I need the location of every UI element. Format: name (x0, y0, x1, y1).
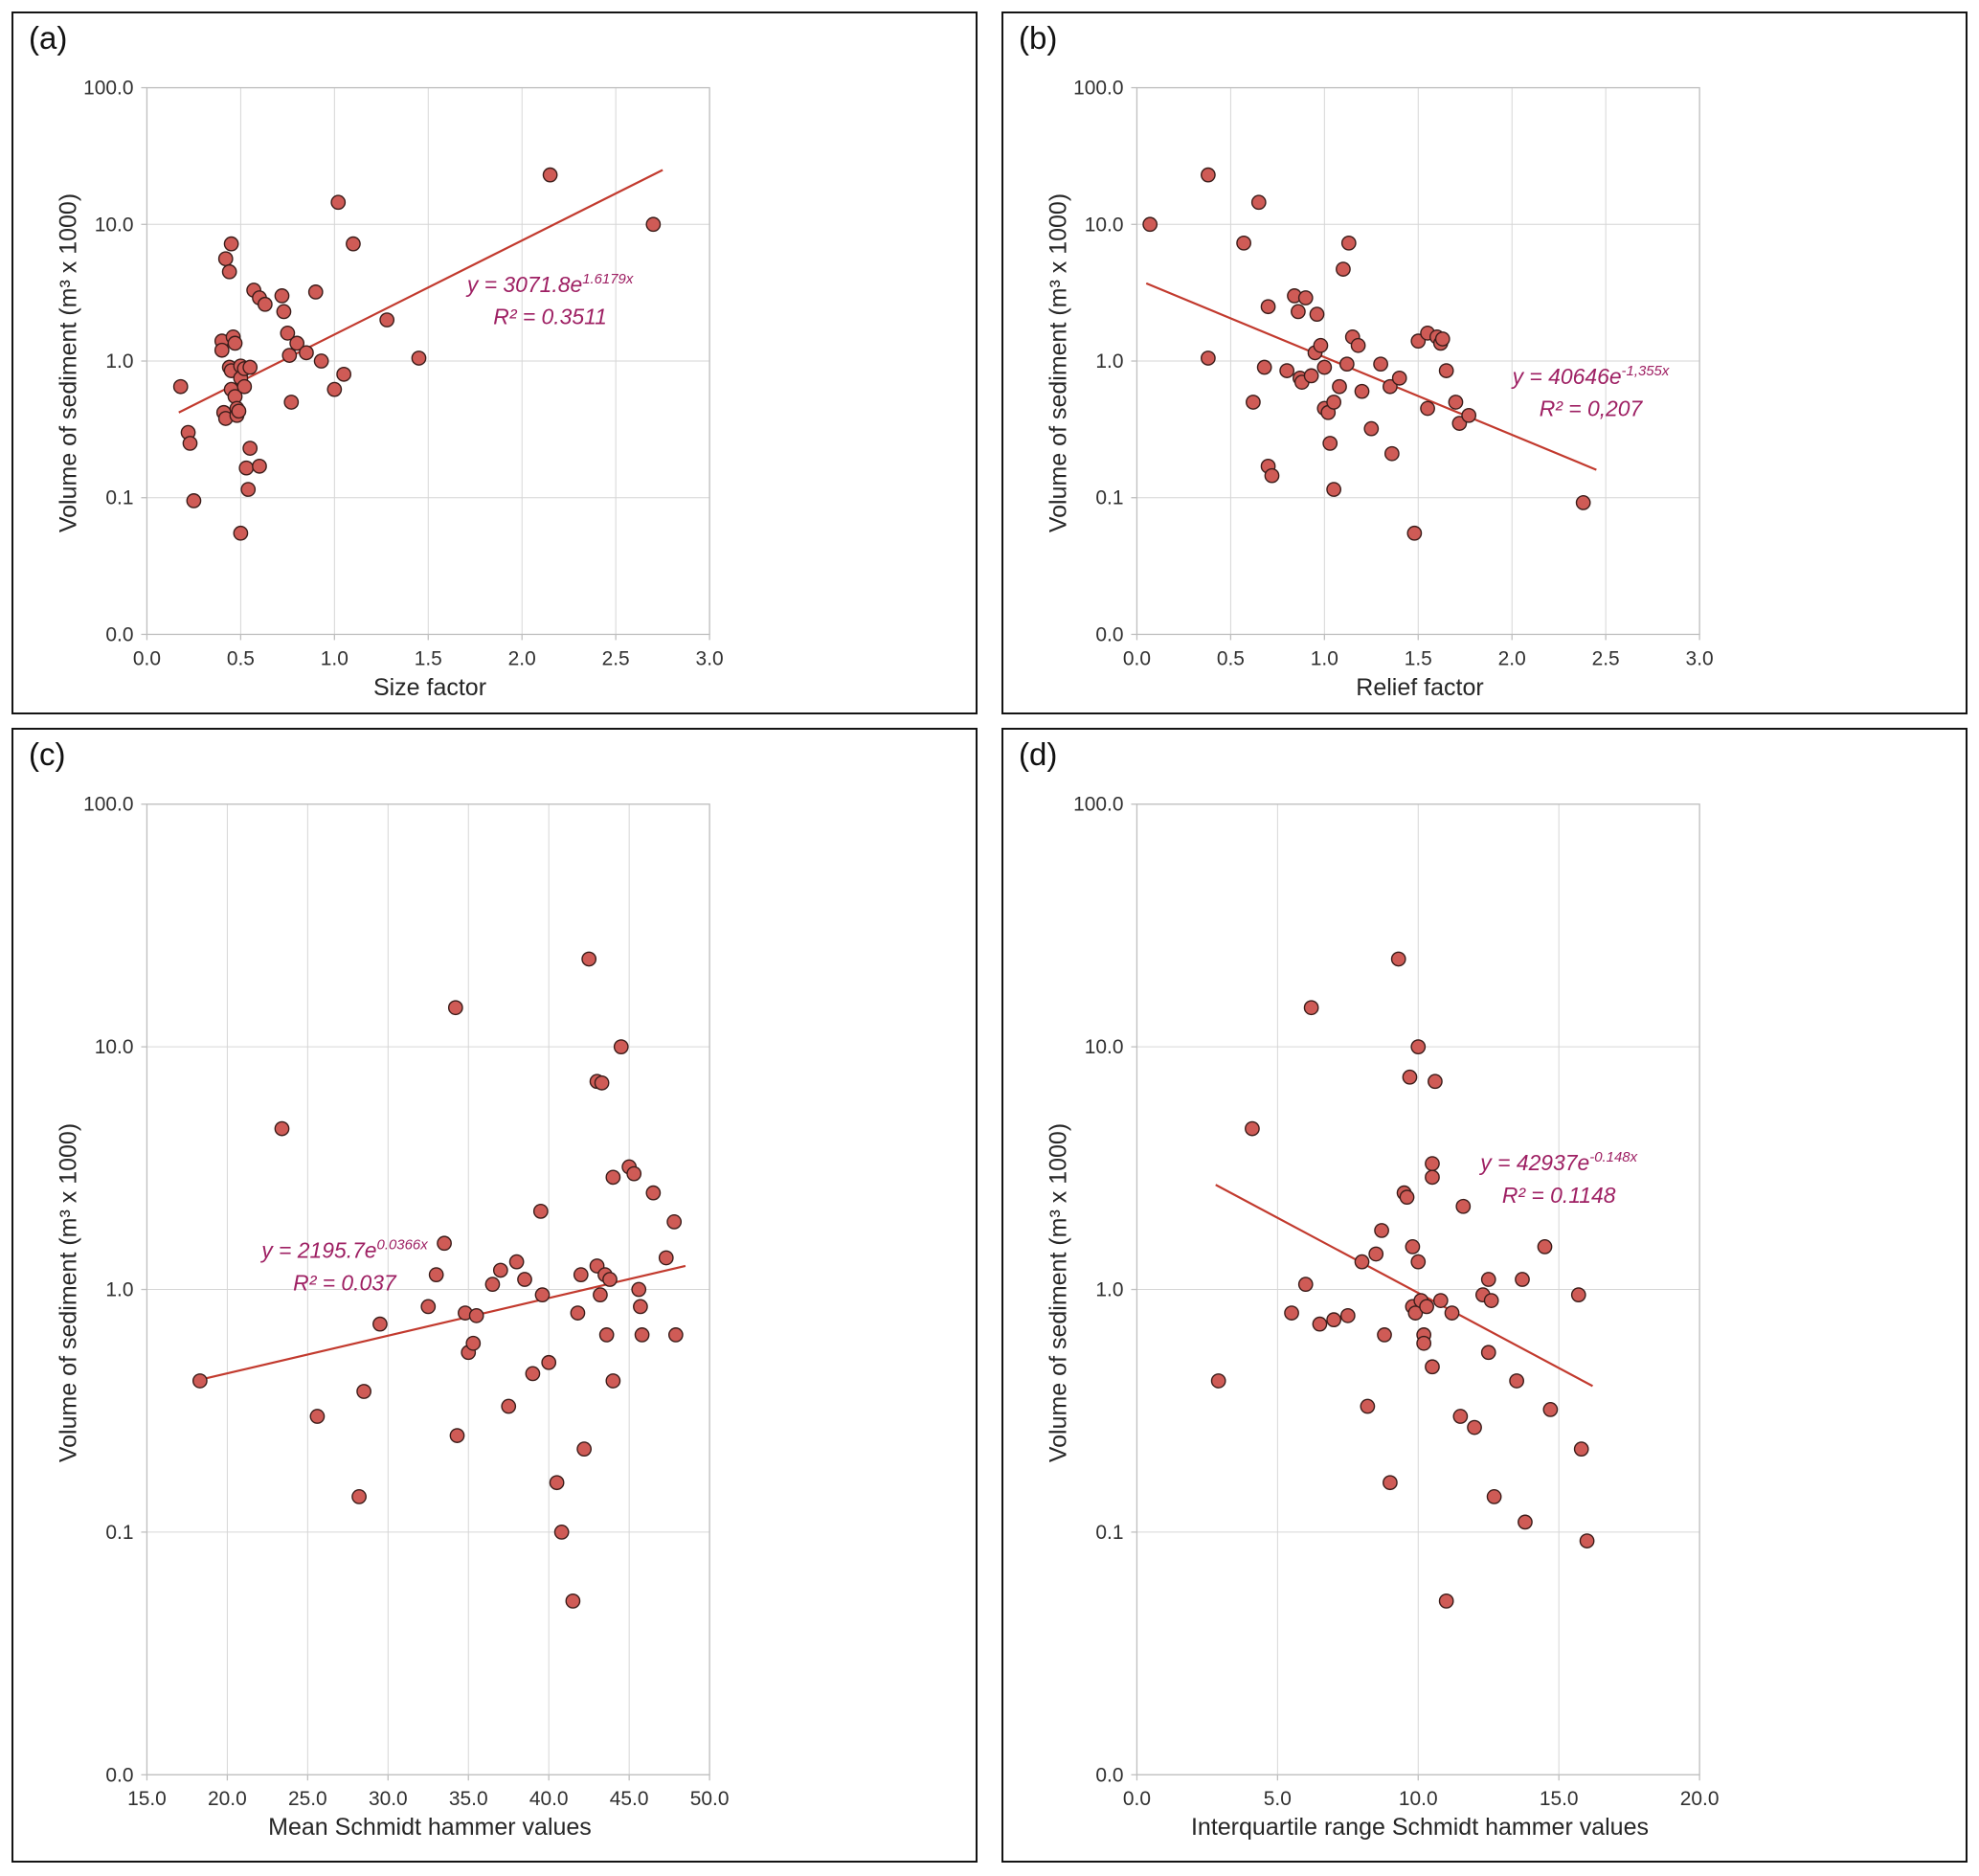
svg-text:100.0: 100.0 (83, 78, 133, 100)
panel-d-scatter-chart: 0.0 5.0 10.0 15.0 20.0 0.0 0.1 1.0 10.0 100.0 y = … (1073, 794, 1720, 1810)
svg-text:0.1: 0.1 (105, 487, 133, 509)
svg-text:2.5: 2.5 (602, 647, 630, 669)
svg-text:0.0: 0.0 (133, 647, 161, 669)
svg-text:10.0: 10.0 (1085, 214, 1124, 236)
svg-text:0.0: 0.0 (1123, 1788, 1151, 1810)
svg-text:2.0: 2.0 (1498, 647, 1526, 669)
svg-text:3.0: 3.0 (1686, 647, 1714, 669)
panel-b-scatter-chart: 0.0 0.5 1.0 1.5 2.0 2.5 3.0 0.0 0.1 1.0 10.0 100.0 y… (1073, 78, 1714, 670)
svg-text:1.0: 1.0 (1095, 1278, 1123, 1300)
svg-text:y = 3071.8e1.6179x: y = 3071.8e1.6179x (465, 271, 634, 297)
svg-text:1.5: 1.5 (415, 647, 442, 669)
svg-text:45.0: 45.0 (610, 1788, 649, 1810)
svg-text:R² = 0.3511: R² = 0.3511 (493, 305, 607, 329)
panel-c-scatter-chart: 15.0 20.0 25.0 30.0 35.0 40.0 45.0 50.0 0.0 0.1 1.… (83, 794, 730, 1810)
svg-text:y = 42937e-0.148x: y = 42937e-0.148x (1478, 1149, 1637, 1175)
svg-text:100.0: 100.0 (83, 794, 133, 816)
svg-text:10.0: 10.0 (1399, 1788, 1438, 1810)
svg-text:1.0: 1.0 (1311, 647, 1338, 669)
svg-text:0.0: 0.0 (105, 623, 133, 645)
panel-c: (c) Volume of sediment (m³ x 1000) Mean … (11, 728, 978, 1863)
svg-text:3.0: 3.0 (696, 647, 724, 669)
svg-text:15.0: 15.0 (1540, 1788, 1579, 1810)
svg-text:1.5: 1.5 (1405, 647, 1432, 669)
panel-b-letter: (b) (1019, 20, 1058, 56)
svg-text:R² = 0,207: R² = 0,207 (1540, 396, 1644, 421)
svg-text:R² = 0.037: R² = 0.037 (293, 1270, 397, 1295)
svg-text:0.1: 0.1 (1095, 487, 1123, 509)
svg-text:0.1: 0.1 (1095, 1522, 1123, 1544)
svg-text:R² = 0.1148: R² = 0.1148 (1502, 1183, 1616, 1208)
svg-text:20.0: 20.0 (1680, 1788, 1720, 1810)
svg-text:0.5: 0.5 (227, 647, 255, 669)
panel-b-x-axis-title: Relief factor (1356, 674, 1484, 701)
svg-text:y = 2195.7e0.0366x: y = 2195.7e0.0366x (259, 1237, 428, 1263)
svg-text:0.5: 0.5 (1217, 647, 1245, 669)
svg-text:35.0: 35.0 (449, 1788, 488, 1810)
svg-text:15.0: 15.0 (127, 1788, 167, 1810)
svg-text:100.0: 100.0 (1073, 794, 1123, 816)
panel-c-x-axis-title: Mean Schmidt hammer values (268, 1814, 592, 1841)
svg-text:2.5: 2.5 (1592, 647, 1620, 669)
panel-d-letter: (d) (1019, 736, 1058, 772)
panel-a-letter: (a) (29, 20, 68, 56)
svg-text:y = 40646e-1,355x: y = 40646e-1,355x (1511, 363, 1670, 389)
panel-d: (d) Volume of sediment (m³ x 1000) Inter… (1001, 728, 1968, 1863)
svg-text:0.0: 0.0 (1123, 647, 1151, 669)
svg-text:25.0: 25.0 (288, 1788, 327, 1810)
panel-a: (a) Volume of sediment (m³ x 1000) Size … (11, 11, 978, 714)
svg-text:0.0: 0.0 (1095, 1764, 1123, 1786)
svg-text:30.0: 30.0 (369, 1788, 408, 1810)
svg-text:10.0: 10.0 (95, 1036, 134, 1058)
svg-text:20.0: 20.0 (208, 1788, 247, 1810)
panel-b: (b) Volume of sediment (m³ x 1000) Relie… (1001, 11, 1968, 714)
svg-text:50.0: 50.0 (690, 1788, 730, 1810)
svg-text:1.0: 1.0 (1095, 350, 1123, 373)
svg-text:10.0: 10.0 (95, 214, 134, 236)
svg-text:0.0: 0.0 (1095, 623, 1123, 645)
svg-text:1.0: 1.0 (105, 1278, 133, 1300)
svg-text:0.0: 0.0 (105, 1764, 133, 1786)
panel-d-x-axis-title: Interquartile range Schmidt hammer value… (1190, 1814, 1649, 1841)
panel-a-x-axis-title: Size factor (372, 674, 487, 701)
panel-c-letter: (c) (29, 736, 66, 772)
svg-text:5.0: 5.0 (1264, 1788, 1292, 1810)
svg-text:1.0: 1.0 (321, 647, 349, 669)
svg-text:10.0: 10.0 (1085, 1036, 1124, 1058)
panel-a-scatter-chart: 0.0 0.5 1.0 1.5 2.0 2.5 3.0 0.0 0.1 1.0 10.0 100.0 y… (83, 78, 724, 670)
svg-text:100.0: 100.0 (1073, 78, 1123, 100)
svg-text:2.0: 2.0 (508, 647, 536, 669)
svg-text:0.1: 0.1 (105, 1522, 133, 1544)
svg-text:40.0: 40.0 (529, 1788, 569, 1810)
svg-text:1.0: 1.0 (105, 350, 133, 373)
